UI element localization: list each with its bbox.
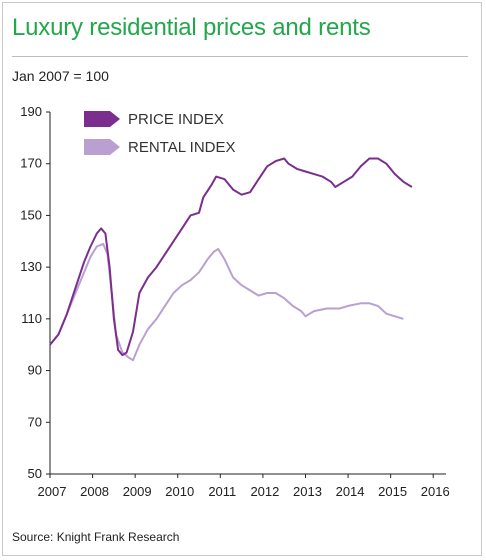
y-tick-label: 50	[28, 466, 42, 481]
y-tick-label: 170	[20, 156, 42, 171]
legend-price-label: PRICE INDEX	[128, 111, 224, 128]
y-tick-label: 150	[20, 207, 42, 222]
legend-price-swatch	[84, 111, 120, 127]
y-tick-label: 190	[20, 104, 42, 119]
x-tick-label: 2013	[293, 484, 322, 499]
price-index-line	[49, 157, 413, 357]
y-tick-label: 110	[21, 311, 42, 326]
chart-title: Luxury residential prices and rents	[12, 14, 371, 41]
rental-index-line	[49, 242, 404, 362]
x-tick-label: 2007	[38, 484, 67, 499]
y-tick-label: 130	[20, 259, 42, 274]
axes: 50 70 90 110 130 150 170 190 2007 2008 2009 2010 201…	[20, 104, 449, 499]
x-tick-label: 2010	[165, 484, 194, 499]
y-tick-label: 70	[28, 414, 42, 429]
legend: PRICE INDEX RENTAL INDEX	[84, 111, 236, 156]
x-tick-label: 2016	[421, 484, 450, 499]
x-tick-label: 2015	[378, 484, 407, 499]
legend-rental-swatch	[84, 139, 120, 155]
x-tick-label: 2014	[336, 484, 365, 499]
chart-subtitle: Jan 2007 = 100	[12, 68, 109, 84]
x-tick-label: 2011	[208, 484, 236, 499]
legend-rental-label: RENTAL INDEX	[128, 139, 236, 156]
series-lines	[49, 157, 413, 362]
title-divider	[12, 56, 468, 57]
y-tick-label: 90	[28, 363, 42, 378]
source-note: Source: Knight Frank Research	[12, 530, 180, 544]
x-tick-label: 2008	[80, 484, 109, 499]
x-tick-label: 2012	[250, 484, 279, 499]
x-tick-label: 2009	[123, 484, 152, 499]
